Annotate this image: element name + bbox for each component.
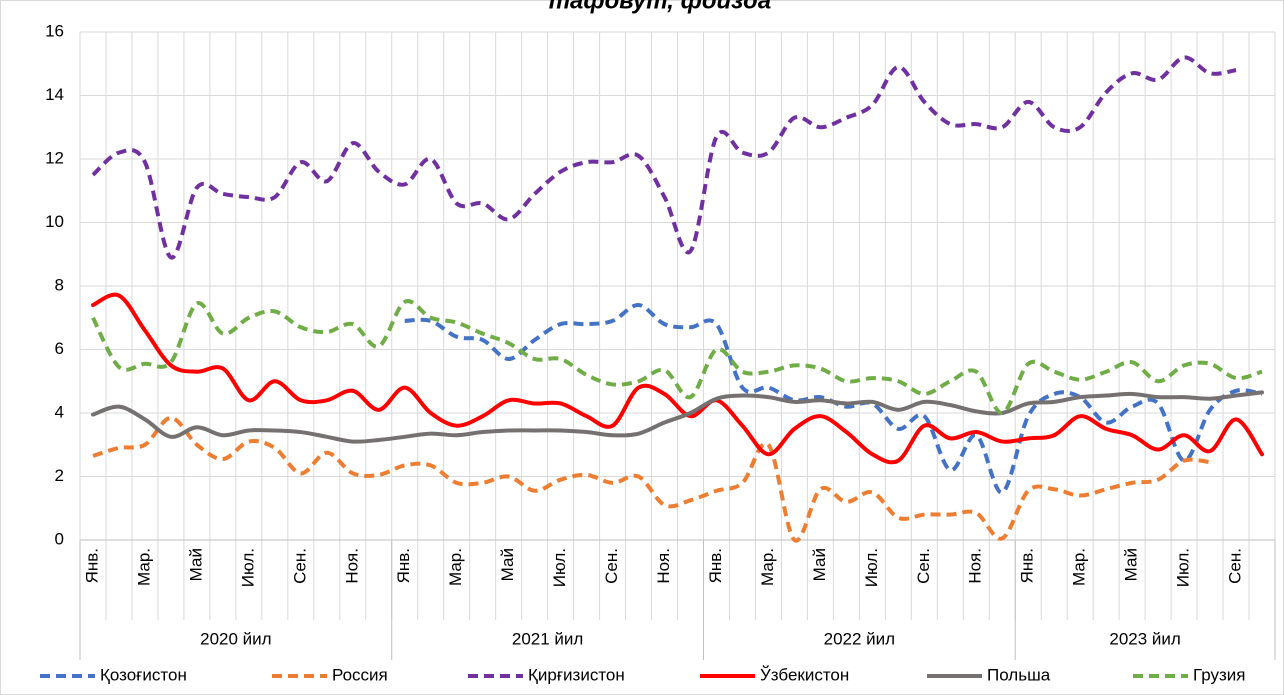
legend-label: Қирғизистон: [528, 665, 625, 684]
x-tick-label: Июл.: [550, 548, 569, 587]
year-label: 2023 йил: [1109, 629, 1180, 648]
x-tick-label: Ноя.: [654, 548, 673, 584]
x-tick-label: Ноя.: [966, 548, 985, 584]
series-line: [91, 55, 1237, 260]
x-tick-label: Сен.: [290, 548, 309, 584]
y-tick-label: 4: [55, 402, 64, 421]
x-tick-label: Май: [1122, 548, 1141, 581]
year-label: 2020 йил: [200, 629, 271, 648]
chart-title: тафовут, фоизда: [549, 0, 772, 14]
series-line: [90, 292, 1265, 465]
x-tick-label: Янв.: [706, 548, 725, 583]
y-tick-label: 0: [55, 529, 64, 548]
y-tick-label: 2: [55, 466, 64, 485]
legend-label: Ўзбекистон: [760, 664, 849, 684]
x-tick-label: Мар.: [134, 548, 153, 586]
y-tick-label: 16: [45, 21, 64, 40]
x-tick-label: Янв.: [1018, 548, 1037, 583]
x-tick-label: Мар.: [446, 548, 465, 586]
x-tick-label: Июл.: [862, 548, 881, 587]
x-tick-label: Янв.: [82, 548, 101, 583]
year-label: 2022 йил: [824, 629, 895, 648]
series-line: [404, 303, 1263, 495]
legend-label: Грузия: [1193, 665, 1246, 684]
series-line: [92, 415, 1211, 543]
x-tick-label: Сен.: [914, 548, 933, 584]
x-tick-label: Мар.: [758, 548, 777, 586]
x-tick-label: Мар.: [1070, 548, 1089, 586]
x-tick-label: Янв.: [394, 548, 413, 583]
y-tick-label: 12: [45, 148, 64, 167]
x-tick-label: Ноя.: [342, 548, 361, 584]
x-tick-label: Май: [498, 548, 517, 581]
year-label: 2021 йил: [512, 629, 583, 648]
y-tick-label: 8: [55, 275, 64, 294]
legend-label: Россия: [332, 665, 388, 684]
x-tick-label: Сен.: [602, 548, 621, 584]
y-tick-label: 14: [45, 85, 64, 104]
x-tick-label: Май: [186, 548, 205, 581]
legend-label: Қозоғистон: [100, 665, 187, 684]
series-line: [90, 390, 1265, 444]
x-tick-label: Май: [810, 548, 829, 581]
x-tick-label: Июл.: [238, 548, 257, 587]
y-tick-label: 6: [55, 339, 64, 358]
legend-label: Польша: [987, 665, 1051, 684]
x-tick-label: Сен.: [1226, 548, 1245, 584]
x-tick-label: Июл.: [1174, 548, 1193, 587]
y-tick-label: 10: [45, 212, 64, 231]
